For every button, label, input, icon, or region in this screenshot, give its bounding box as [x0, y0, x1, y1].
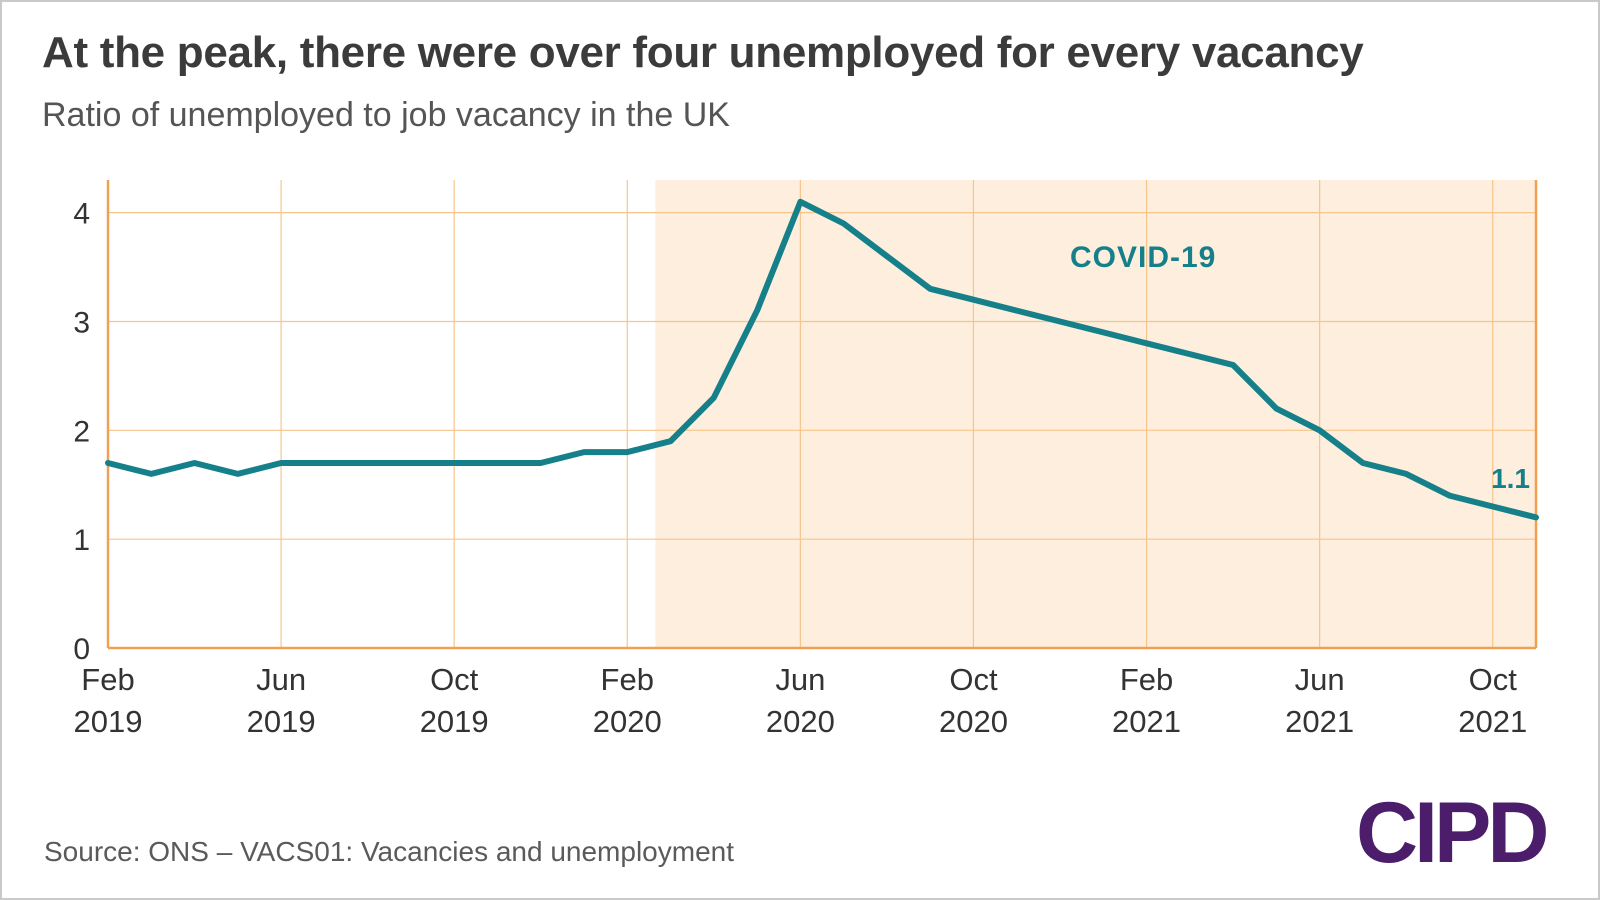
x-tick-month: Jun [256, 662, 306, 697]
x-tick-month: Oct [949, 662, 998, 697]
y-tick-labels: 0 1 2 3 4 [73, 198, 90, 666]
series-line [105, 198, 1539, 521]
chart-subtitle: Ratio of unemployed to job vacancy in th… [42, 96, 730, 134]
x-tick-year: 2019 [247, 704, 316, 739]
x-tick-month: Oct [1469, 662, 1518, 697]
y-tick-label: 0 [73, 633, 90, 666]
x-tick-labels: Feb 2019 Jun 2019 Oct 2019 Feb 2020 Jun 2020 Oct 20… [74, 662, 1528, 739]
source-note: Source: ONS – VACS01: Vacancies and unem… [44, 836, 734, 867]
x-tick-month: Oct [430, 662, 479, 697]
end-value-label: 1.1 [1491, 463, 1530, 494]
x-tick-month: Feb [1120, 662, 1173, 697]
x-tick-month: Feb [81, 662, 134, 697]
covid-annotation: COVID-19 [1070, 241, 1216, 274]
x-tick-year: 2020 [939, 704, 1008, 739]
y-tick-label: 3 [73, 306, 90, 339]
x-tick-year: 2019 [420, 704, 489, 739]
x-tick-year: 2021 [1458, 704, 1527, 739]
cipd-logo: CIPD [1356, 785, 1549, 881]
x-tick-month: Jun [1295, 662, 1345, 697]
y-tick-label: 1 [73, 524, 90, 557]
x-tick-year: 2021 [1112, 704, 1181, 739]
x-tick-year: 2020 [593, 704, 662, 739]
x-tick-month: Feb [601, 662, 654, 697]
x-tick-year: 2019 [74, 704, 143, 739]
axes [106, 180, 1538, 650]
covid-shaded-region [655, 180, 1536, 648]
x-tick-month: Jun [775, 662, 825, 697]
y-tick-label: 2 [73, 415, 90, 448]
chart-title: At the peak, there were over four unempl… [42, 28, 1364, 77]
y-tick-label: 4 [73, 198, 90, 231]
x-tick-year: 2021 [1285, 704, 1354, 739]
x-tick-year: 2020 [766, 704, 835, 739]
